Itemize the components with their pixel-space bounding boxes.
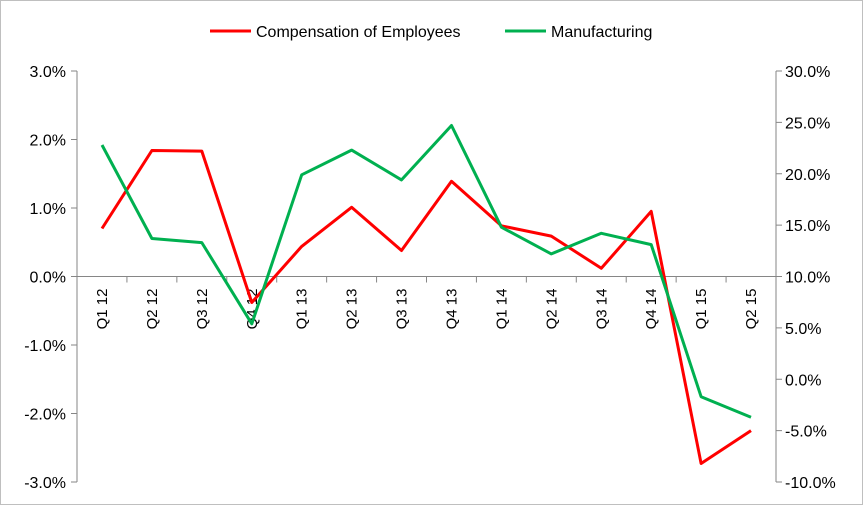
category-label: Q1 12 [94,289,111,330]
category-label: Q3 13 [394,289,411,330]
category-label: Q3 12 [194,289,211,330]
category-label: Q2 12 [144,289,161,330]
series-layer [100,124,752,465]
left-tick-label: 1.0% [30,201,66,218]
left-tick-label: -2.0% [24,407,66,424]
right-tick-label: 25.0% [785,115,830,132]
category-label: Q2 15 [743,289,760,330]
left-tick-label: 3.0% [30,64,66,81]
axes: 3.0% 2.0% 1.0% 0.0% -1.0% -2.0% -3.0% 30.0% 25.0… [24,64,836,492]
series-line-manufacturing [100,124,752,419]
left-tick-label: 0.0% [30,270,66,287]
right-tick-label: 5.0% [785,321,821,338]
left-tick-label: 2.0% [30,133,66,150]
legend: Compensation of Employees Manufacturing [210,24,652,41]
right-tick-label: -10.0% [785,475,836,492]
category-label: Q1 15 [693,289,710,330]
right-tick-label: 10.0% [785,270,830,287]
legend-label: Compensation of Employees [256,24,461,41]
category-label: Q1 13 [294,289,311,330]
category-label: Q1 14 [493,288,510,329]
legend-label: Manufacturing [551,24,652,41]
category-label: Q2 13 [344,289,361,330]
category-label: Q4 13 [443,289,460,330]
category-label: Q4 14 [643,289,660,330]
right-tick-label: 15.0% [785,218,830,235]
left-tick-label: -1.0% [24,338,66,355]
right-tick-label: -5.0% [785,424,827,441]
series-line-compensation-of-employees [100,149,752,465]
left-tick-label: -3.0% [24,475,66,492]
right-tick-label: 20.0% [785,167,830,184]
category-label: Q2 14 [543,289,560,330]
category-label: Q3 14 [593,289,610,330]
right-tick-label: 30.0% [785,64,830,81]
right-tick-label: 0.0% [785,372,821,389]
